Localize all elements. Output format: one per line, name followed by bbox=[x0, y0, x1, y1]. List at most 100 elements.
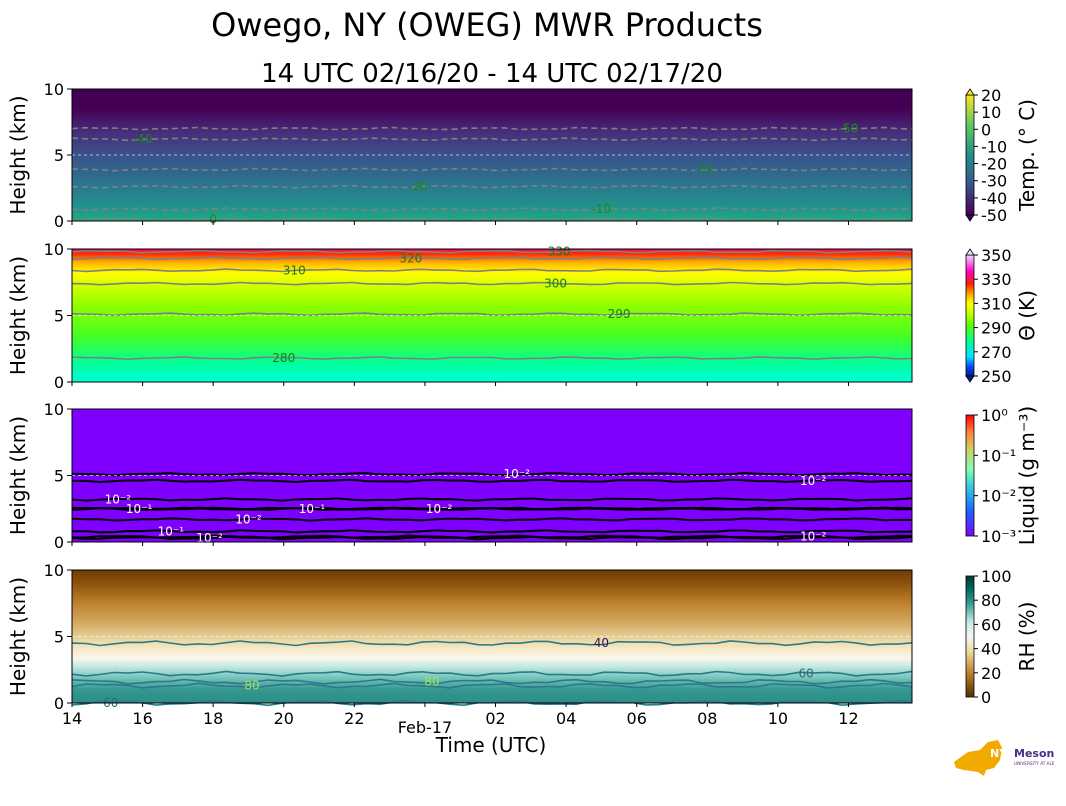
colorbar-tick-label: 20 bbox=[981, 664, 1001, 683]
contour-line bbox=[71, 535, 913, 541]
contour-label: 300 bbox=[544, 277, 567, 291]
y-tick-label: 0 bbox=[54, 533, 64, 552]
colorbar-tick-label: 270 bbox=[981, 343, 1012, 362]
svg-text:UNIVERSITY AT ALBANY: UNIVERSITY AT ALBANY bbox=[1014, 761, 1054, 766]
colorbar-tick-label: 80 bbox=[981, 591, 1001, 610]
y-axis-label: Height (km) bbox=[6, 256, 30, 375]
contour-label: -40 bbox=[133, 132, 153, 146]
colorbar-tick-label: 310 bbox=[981, 294, 1012, 313]
contour-label: 10⁻¹ bbox=[158, 524, 185, 538]
x-tick-label: 06 bbox=[627, 709, 647, 728]
contour-label: 290 bbox=[608, 307, 631, 321]
contour-label: 10⁻² bbox=[800, 474, 827, 488]
contour-line bbox=[71, 670, 913, 677]
svg-text:NYS: NYS bbox=[990, 747, 1015, 760]
x-tick-label: 20 bbox=[274, 709, 294, 728]
contour-line bbox=[71, 137, 913, 142]
colorbar-tick-label: 10⁻² bbox=[981, 487, 1016, 506]
y-tick-label: 10 bbox=[44, 561, 64, 580]
colorbar-tick-label: 350 bbox=[981, 246, 1012, 265]
y-axis-label: Height (km) bbox=[6, 577, 30, 696]
contour-line bbox=[72, 534, 913, 539]
colorbar-tick-label: -10 bbox=[981, 137, 1007, 156]
colorbar-tick-label: 10⁰ bbox=[981, 406, 1008, 425]
colorbar bbox=[965, 414, 975, 537]
contour-line bbox=[71, 126, 913, 131]
colorbar-extend-top bbox=[965, 248, 975, 256]
contour-label: 10⁻² bbox=[800, 530, 827, 544]
colorbar-tick-label: 0 bbox=[981, 688, 991, 707]
contour-label: 330 bbox=[548, 245, 571, 259]
contour-line bbox=[71, 217, 913, 222]
y-tick-label: 10 bbox=[44, 80, 64, 99]
contour-line bbox=[71, 640, 913, 647]
contour-line bbox=[71, 682, 913, 689]
y-tick-label: 10 bbox=[44, 240, 64, 259]
contour-line bbox=[71, 471, 913, 477]
colorbar-tick-label: 60 bbox=[981, 615, 1001, 634]
colorbar-label: Liquid (g m⁻³) bbox=[1015, 406, 1039, 545]
contour-line bbox=[71, 356, 913, 361]
x-axis-label: Time (UTC) bbox=[435, 733, 547, 757]
y-tick-label: 0 bbox=[54, 212, 64, 231]
contour-label: -50 bbox=[839, 122, 859, 136]
figure-subtitle: 14 UTC 02/16/20 - 14 UTC 02/17/20 bbox=[261, 59, 723, 89]
y-tick-label: 10 bbox=[44, 400, 64, 419]
colorbar-tick-label: 100 bbox=[981, 567, 1012, 586]
colorbar-label: RH (%) bbox=[1015, 602, 1039, 672]
contour-line bbox=[71, 517, 913, 522]
x-tick-label: 16 bbox=[132, 709, 152, 728]
contour-label: 10⁻² bbox=[105, 492, 132, 506]
contour-line bbox=[71, 268, 913, 273]
svg-text:Mesonet: Mesonet bbox=[1014, 747, 1054, 760]
colorbar-tick-label: 10 bbox=[981, 103, 1001, 122]
x-tick-label: 18 bbox=[203, 709, 223, 728]
figure-title: Owego, NY (OWEG) MWR Products bbox=[211, 6, 763, 44]
contour-line bbox=[71, 281, 913, 286]
theta-panel: 280 290 300 310 320 330 0 5 10 Height (km) 350 330 3… bbox=[6, 240, 1039, 392]
contour-label: 320 bbox=[399, 251, 422, 265]
contour-label: 10⁻² bbox=[503, 467, 530, 481]
x-tick-label: 22 bbox=[344, 709, 364, 728]
colorbar-label: Temp. (° C) bbox=[1015, 99, 1039, 212]
contour-label: 40 bbox=[594, 636, 609, 650]
colorbar-tick-label: -30 bbox=[981, 172, 1007, 191]
x-tick-label: 08 bbox=[697, 709, 717, 728]
y-tick-label: 5 bbox=[54, 307, 64, 326]
contour-label: 60 bbox=[798, 667, 813, 681]
contour-label: 10⁻² bbox=[196, 531, 223, 545]
contour-label: 80 bbox=[244, 679, 259, 693]
y-axis-label: Height (km) bbox=[6, 95, 30, 214]
colorbar-tick-label: 330 bbox=[981, 270, 1012, 289]
contour-label: 310 bbox=[283, 263, 306, 277]
contour-label: 10⁻² bbox=[235, 512, 262, 526]
y-tick-label: 0 bbox=[54, 373, 64, 392]
contour-line bbox=[71, 184, 913, 189]
x-tick-label: 14 bbox=[62, 709, 82, 728]
colorbar-tick-label: 0 bbox=[981, 120, 991, 139]
contour-label: 80 bbox=[424, 675, 439, 689]
colorbar-tick-label: 10⁻¹ bbox=[981, 446, 1016, 465]
y-axis-label: Height (km) bbox=[6, 416, 30, 535]
x-tick-label: 10 bbox=[768, 709, 788, 728]
colorbar bbox=[965, 94, 975, 216]
contour-line bbox=[72, 529, 913, 534]
colorbar-tick-label: -20 bbox=[981, 155, 1007, 174]
contour-label: -30 bbox=[694, 163, 714, 177]
contour-label: -20 bbox=[408, 180, 428, 194]
contour-line bbox=[71, 478, 913, 484]
colorbar bbox=[965, 575, 975, 698]
contour-label: 280 bbox=[272, 351, 295, 365]
colorbar-extend-bottom bbox=[965, 375, 975, 383]
time-axis: 14 16 18 20 22 Feb-17 02 04 06 08 10 12 bbox=[62, 221, 859, 737]
y-tick-label: 5 bbox=[54, 467, 64, 486]
x-tick-label: 02 bbox=[485, 709, 505, 728]
contour-line bbox=[71, 249, 913, 254]
contour-label: 0 bbox=[209, 213, 217, 227]
colorbar bbox=[965, 254, 975, 377]
colorbar-tick-label: -50 bbox=[981, 206, 1007, 225]
colorbar-extend-bottom bbox=[965, 214, 975, 222]
